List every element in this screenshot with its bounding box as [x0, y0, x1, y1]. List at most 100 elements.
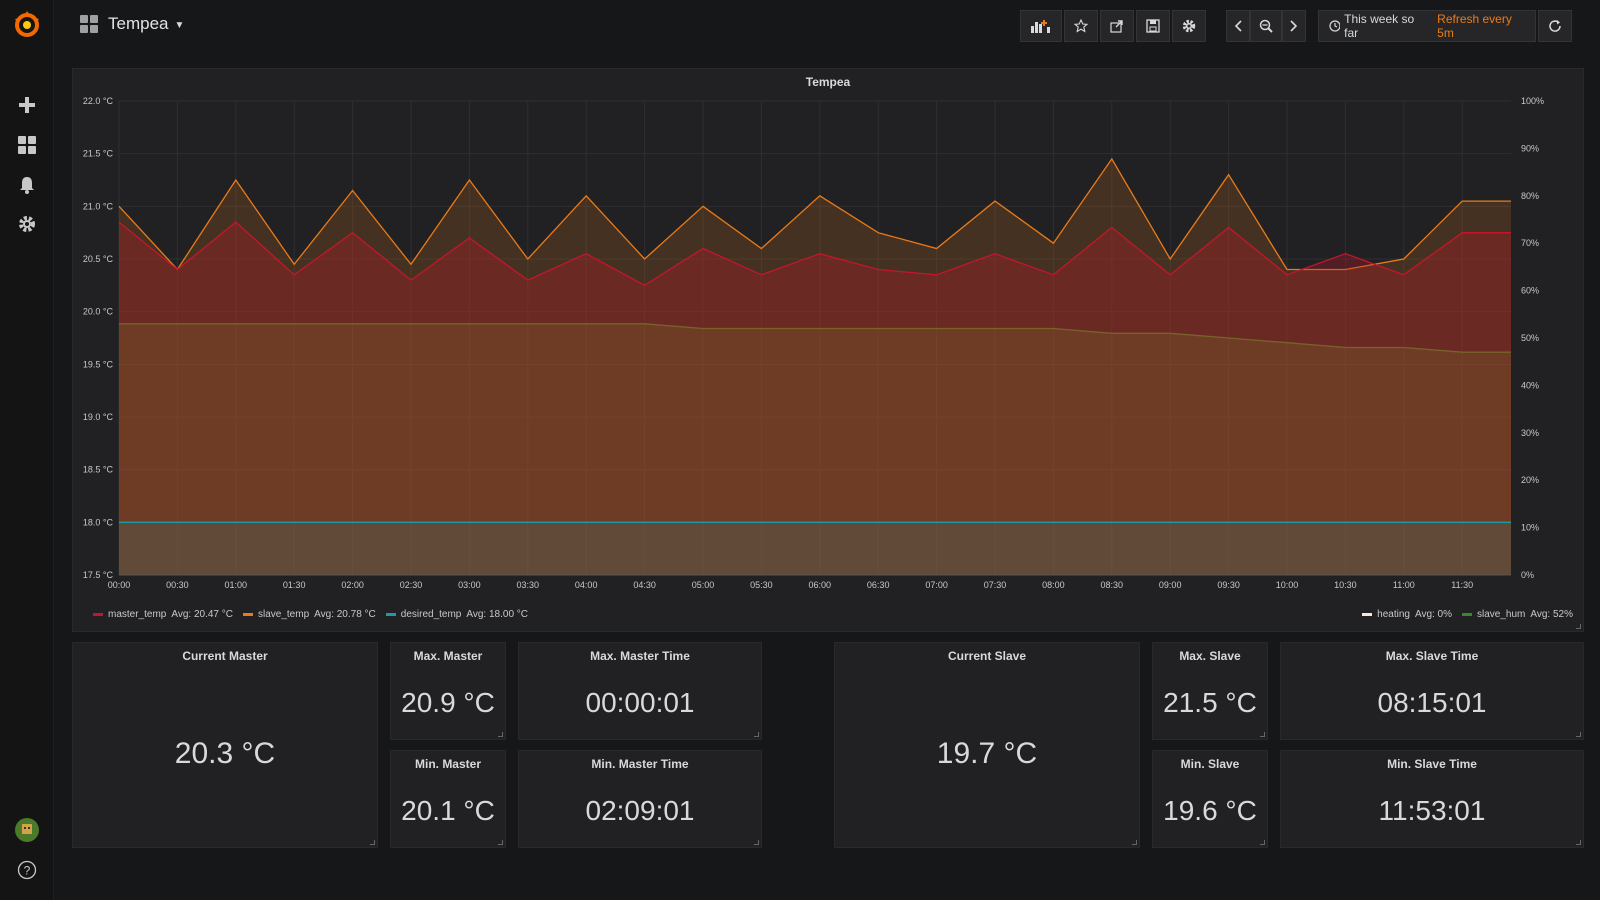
settings-button[interactable]: [1172, 10, 1206, 42]
legend-series-name: slave_hum: [1477, 609, 1526, 620]
stat-max-master-time[interactable]: Max. Master Time 00:00:01: [518, 642, 762, 740]
legend-item-desired_temp[interactable]: desired_temp Avg: 18.00 °C: [385, 609, 529, 620]
bell-icon[interactable]: [15, 173, 39, 197]
x-tick-label: 02:30: [400, 580, 423, 590]
x-tick-label: 02:00: [341, 580, 364, 590]
stat-value: 08:15:01: [1377, 687, 1487, 718]
legend-item-slave_temp[interactable]: slave_temp Avg: 20.78 °C: [243, 609, 376, 620]
gear-icon[interactable]: [15, 212, 39, 236]
y-tick-label-left: 19.0 °C: [83, 412, 114, 422]
stat-min-slave-time[interactable]: Min. Slave Time 11:53:01: [1280, 750, 1584, 848]
y-tick-label-right: 70%: [1521, 238, 1539, 248]
grafana-logo-icon[interactable]: [11, 9, 43, 41]
stat-current-slave[interactable]: Current Slave 19.7 °C: [834, 642, 1140, 848]
time-picker[interactable]: This week so far Refresh every 5m: [1318, 10, 1536, 42]
help-icon[interactable]: ?: [15, 858, 39, 882]
legend-series-avg: Avg: 18.00 °C: [466, 609, 529, 620]
legend-series-avg: Avg: 0%: [1414, 609, 1453, 620]
y-tick-label-right: 50%: [1521, 333, 1539, 343]
refresh-interval-label: Refresh every 5m: [1437, 12, 1512, 40]
star-icon: [1074, 19, 1088, 33]
chevron-right-icon: [1290, 20, 1298, 32]
resize-handle[interactable]: [498, 840, 503, 845]
legend-series-avg: Avg: 20.78 °C: [314, 609, 376, 620]
stat-value: 21.5 °C: [1163, 687, 1257, 718]
stat-current-master[interactable]: Current Master 20.3 °C: [72, 642, 378, 848]
save-button[interactable]: [1136, 10, 1170, 42]
resize-handle[interactable]: [754, 840, 759, 845]
zoom-out-icon: [1259, 19, 1273, 33]
add-panel-button[interactable]: [1020, 10, 1062, 42]
refresh-icon: [1549, 20, 1561, 32]
panel-title: Current Master: [182, 649, 268, 663]
stat-min-master[interactable]: Min. Master 20.1 °C: [390, 750, 506, 848]
legend-swatch: [243, 613, 253, 616]
legend-series-avg: Avg: 20.47 °C: [171, 609, 233, 620]
panel-title[interactable]: Tempea: [805, 75, 851, 89]
x-tick-label: 01:30: [283, 580, 306, 590]
panel-title: Min. Master: [414, 757, 481, 771]
plus-icon[interactable]: [15, 93, 39, 117]
stat-value: 00:00:01: [585, 687, 695, 718]
panel-title: Min. Master Time: [591, 757, 689, 771]
share-icon: [1110, 20, 1123, 33]
resize-handle[interactable]: [1576, 624, 1581, 629]
resize-handle[interactable]: [498, 732, 503, 737]
avatar[interactable]: [15, 818, 39, 842]
x-tick-label: 03:00: [458, 580, 481, 590]
stat-max-master[interactable]: Max. Master 20.9 °C: [390, 642, 506, 740]
time-back-button[interactable]: [1226, 10, 1250, 42]
stat-max-slave-time[interactable]: Max. Slave Time 08:15:01: [1280, 642, 1584, 740]
dashboard-picker[interactable]: Tempea ▼: [80, 14, 184, 34]
time-forward-button[interactable]: [1282, 10, 1306, 42]
legend-item-slave_hum[interactable]: slave_hum Avg: 52%: [1462, 609, 1573, 620]
svg-text:?: ?: [24, 864, 31, 878]
resize-handle[interactable]: [754, 732, 759, 737]
stat-value: 20.9 °C: [401, 687, 495, 718]
x-tick-label: 05:00: [692, 580, 715, 590]
caret-down-icon: ▼: [174, 20, 185, 31]
series-area-slave_hum: [119, 323, 1511, 575]
y-tick-label-left: 18.0 °C: [83, 517, 114, 527]
star-button[interactable]: [1064, 10, 1098, 42]
clock-icon: [1329, 20, 1341, 32]
x-tick-label: 06:00: [809, 580, 832, 590]
dashboards-icon[interactable]: [15, 133, 39, 157]
x-tick-label: 11:00: [1393, 580, 1415, 590]
y-tick-label-right: 100%: [1521, 96, 1544, 106]
share-button[interactable]: [1100, 10, 1134, 42]
stat-value: 20.3 °C: [174, 737, 276, 770]
resize-handle[interactable]: [1260, 840, 1265, 845]
resize-handle[interactable]: [1576, 732, 1581, 737]
legend-left: master_temp Avg: 20.47 °C slave_temp Avg: 2…: [93, 609, 528, 620]
refresh-button[interactable]: [1538, 10, 1572, 42]
stat-value: 02:09:01: [585, 795, 695, 826]
graph-panel: Tempea 17.5 °C 18.0 °C 18.5 °C 19.0 °C 19.5 …: [72, 68, 1584, 632]
stat-min-master-time[interactable]: Min. Master Time 02:09:01: [518, 750, 762, 848]
series-line-slave_hum: [119, 323, 1511, 353]
legend-item-master_temp[interactable]: master_temp Avg: 20.47 °C: [93, 609, 233, 620]
y-tick-label-left: 20.0 °C: [83, 307, 114, 317]
panel-title: Current Slave: [947, 649, 1027, 663]
zoom-out-button[interactable]: [1250, 10, 1282, 42]
stat-min-slave[interactable]: Min. Slave 19.6 °C: [1152, 750, 1268, 848]
resize-handle[interactable]: [1260, 732, 1265, 737]
legend-swatch: [1462, 613, 1473, 616]
resize-handle[interactable]: [1132, 840, 1137, 845]
legend-item-heating[interactable]: heating Avg: 0%: [1362, 609, 1452, 620]
series-area-slave_temp: [119, 158, 1511, 575]
chevron-left-icon: [1234, 20, 1242, 32]
legend-swatch: [1362, 613, 1373, 616]
x-tick-label: 07:30: [984, 580, 1007, 590]
panel-title: Max. Master Time: [590, 649, 690, 663]
y-tick-label-right: 20%: [1521, 475, 1539, 485]
temperature-chart[interactable]: 17.5 °C 18.0 °C 18.5 °C 19.0 °C 19.5 °C 20.0 …: [73, 89, 1585, 619]
x-tick-label: 09:00: [1159, 580, 1182, 590]
stat-max-slave[interactable]: Max. Slave 21.5 °C: [1152, 642, 1268, 740]
resize-handle[interactable]: [1576, 840, 1581, 845]
dashboard-title: Tempea: [108, 14, 169, 33]
y-tick-label-right: 80%: [1521, 191, 1539, 201]
y-tick-label-right: 40%: [1521, 380, 1539, 390]
y-tick-label-right: 60%: [1521, 286, 1539, 296]
resize-handle[interactable]: [370, 840, 375, 845]
